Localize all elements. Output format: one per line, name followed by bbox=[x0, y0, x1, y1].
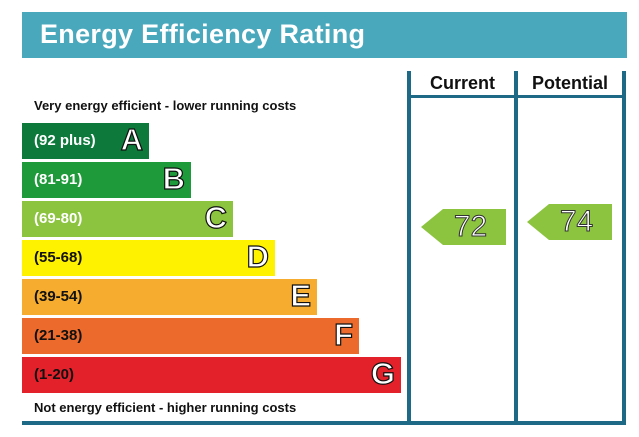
band-a-range: (92 plus) bbox=[34, 132, 96, 149]
band-g-range: (1-20) bbox=[34, 366, 75, 383]
caption-very-efficient: Very energy efficient - lower running co… bbox=[34, 98, 297, 113]
band-g: (1-20) G bbox=[22, 355, 401, 393]
band-c: (69-80) C bbox=[22, 199, 233, 237]
potential-arrow-shape bbox=[527, 204, 612, 240]
current-column-header: Current bbox=[429, 73, 495, 93]
band-b-letter: B bbox=[162, 160, 186, 196]
chart-title: Energy Efficiency Rating bbox=[40, 19, 366, 49]
caption-not-efficient: Not energy efficient - higher running co… bbox=[34, 400, 297, 415]
band-e-letter: E bbox=[290, 277, 312, 313]
band-d: (55-68) D bbox=[22, 238, 275, 276]
band-f-letter: F bbox=[333, 316, 353, 352]
header-underline bbox=[407, 95, 626, 98]
band-e: (39-54) E bbox=[22, 277, 317, 315]
band-f-range: (21-38) bbox=[34, 327, 83, 344]
band-a: (92 plus) A bbox=[22, 121, 149, 159]
band-b: (81-91) B bbox=[22, 160, 191, 198]
band-b-range: (81-91) bbox=[34, 171, 83, 188]
band-c-range: (69-80) bbox=[34, 210, 83, 227]
frame-bottom-border bbox=[22, 421, 626, 425]
frame-left-divider bbox=[407, 71, 411, 425]
band-e-range: (39-54) bbox=[34, 288, 83, 305]
potential-column-header: Potential bbox=[531, 73, 608, 93]
band-f: (21-38) F bbox=[22, 316, 359, 354]
band-d-letter: D bbox=[246, 238, 270, 274]
frame-middle-divider bbox=[514, 71, 518, 425]
band-c-letter: C bbox=[204, 199, 228, 235]
title-bar: Energy Efficiency Rating bbox=[22, 12, 627, 58]
frame-right-border bbox=[622, 71, 626, 425]
current-arrow-shape bbox=[421, 209, 506, 245]
band-a-letter: A bbox=[120, 121, 144, 157]
potential-rating-value: 74 bbox=[559, 205, 594, 239]
current-rating-arrow: 72 bbox=[421, 209, 506, 245]
current-rating-value: 72 bbox=[453, 210, 488, 244]
potential-rating-arrow: 74 bbox=[527, 204, 612, 240]
band-g-letter: G bbox=[370, 355, 395, 391]
band-d-range: (55-68) bbox=[34, 249, 83, 266]
